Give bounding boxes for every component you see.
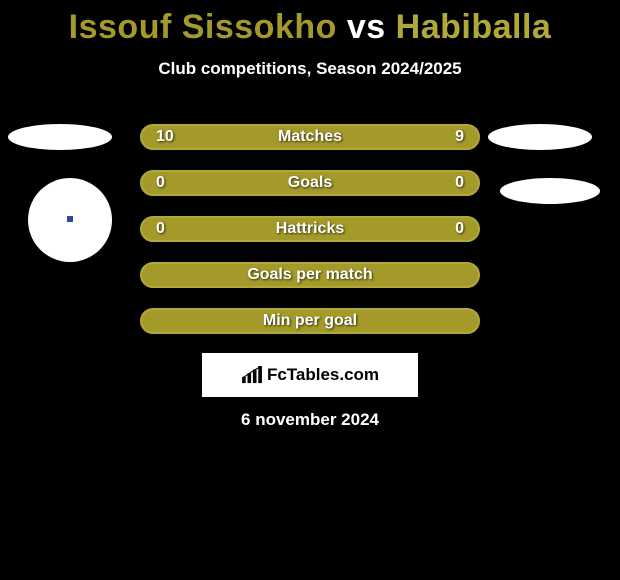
stat-label: Matches	[278, 128, 342, 146]
stat-value-right: 0	[440, 174, 464, 192]
stat-value-right: 9	[440, 128, 464, 146]
stat-label: Hattricks	[276, 220, 344, 238]
title-player1: Issouf Sissokho	[69, 8, 337, 46]
avatar-right-placeholder-2	[500, 178, 600, 204]
fctables-logo: FcTables.com	[202, 353, 418, 397]
avatar-left-placeholder-1	[8, 124, 112, 150]
stat-value-left: 0	[156, 220, 180, 238]
stat-label: Min per goal	[263, 312, 357, 330]
stat-rows: 10 Matches 9 0 Goals 0 0 Hattricks 0 Goals per ma…	[140, 124, 480, 354]
stat-value-left: 0	[156, 174, 180, 192]
stat-label: Goals per match	[247, 266, 372, 284]
stat-value-left: 10	[156, 128, 180, 146]
subtitle: Club competitions, Season 2024/2025	[0, 59, 620, 79]
stat-value-right: 0	[440, 220, 464, 238]
bars-icon	[241, 366, 263, 384]
stat-label: Goals	[288, 174, 332, 192]
title-player2: Habiballa	[396, 8, 552, 46]
stat-row: Goals per match	[140, 262, 480, 288]
stat-row: Min per goal	[140, 308, 480, 334]
stat-row: 0 Goals 0	[140, 170, 480, 196]
page-title: Issouf Sissokho vs Habiballa	[0, 0, 620, 47]
title-vs: vs	[347, 8, 386, 46]
stat-row: 10 Matches 9	[140, 124, 480, 150]
logo-text: FcTables.com	[267, 365, 379, 385]
stat-row: 0 Hattricks 0	[140, 216, 480, 242]
avatar-right-placeholder-1	[488, 124, 592, 150]
flag-icon	[61, 213, 79, 225]
date-label: 6 november 2024	[0, 410, 620, 430]
